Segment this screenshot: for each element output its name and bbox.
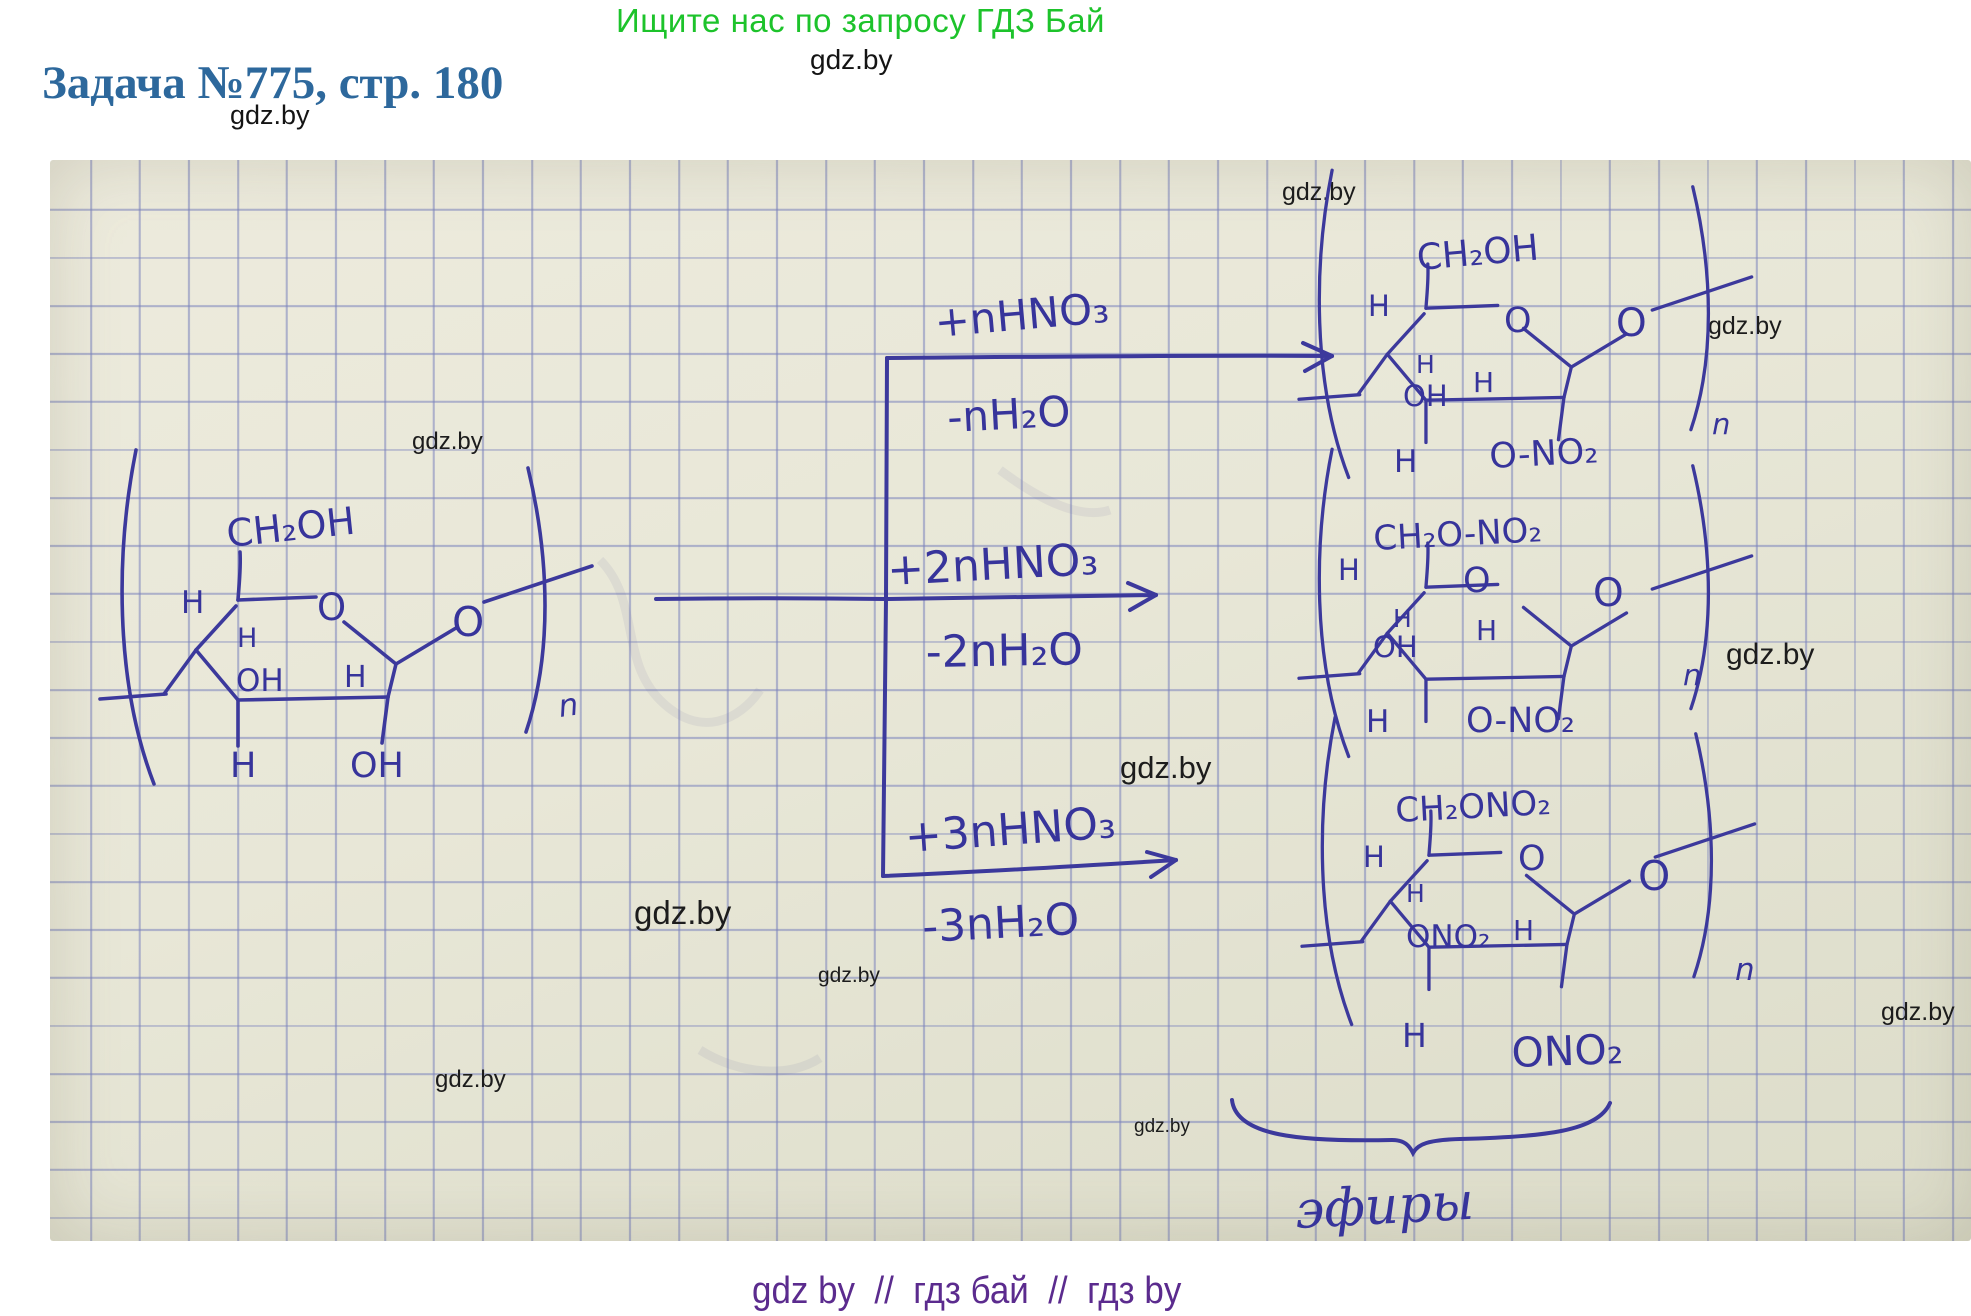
gdz-watermark: gdz.by	[634, 894, 732, 931]
reactant-oh-bottom: OH	[350, 746, 404, 786]
reactant-h-small: H	[237, 623, 257, 654]
gdz-watermark: gdz.by	[230, 100, 310, 130]
product1-oh-mid: OH	[1403, 379, 1448, 413]
reactant-link-oxygen: O	[452, 598, 484, 646]
product1-h-bottom: H	[1394, 444, 1417, 480]
arrow2-reagent-label: +2nHNO₃	[886, 534, 1099, 596]
reaction-arrows	[654, 341, 1334, 879]
product2-h-left: H	[1338, 553, 1360, 587]
product2-ring-oxygen: O	[1463, 561, 1491, 601]
product1-link-oxygen: O	[1616, 301, 1647, 346]
product2-h-right: H	[1476, 614, 1497, 647]
esters-caption: эфиры	[1294, 1172, 1476, 1241]
product2-subscript-n: n	[1683, 658, 1701, 692]
footer-keywords: gdz by // гдз бай // гдз by	[752, 1270, 1182, 1312]
arrow1-reagent-label: +nHNO₃	[933, 283, 1111, 347]
underbrace	[1230, 1098, 1612, 1158]
reactant-h-right: H	[344, 660, 367, 695]
reactant-ch2-label: CH₂OH	[224, 499, 357, 556]
arrow3-reagent-label: +3nHNO₃	[903, 797, 1117, 863]
product1-ring-oxygen: O	[1504, 301, 1532, 341]
product3-link-oxygen: O	[1638, 852, 1670, 900]
product2-nitrate-group: O-NO₂	[1466, 701, 1575, 741]
gdz-watermark: gdz.by	[1726, 638, 1815, 671]
promo-banner-text: Ищите нас по запросу ГДЗ Бай	[616, 2, 1105, 39]
reactant-h-left: H	[181, 585, 204, 621]
notebook-photo	[50, 160, 1971, 1241]
product2-link-oxygen: O	[1593, 571, 1624, 616]
gdz-watermark: gdz.by	[1120, 750, 1212, 785]
product1-h-left: H	[1368, 289, 1390, 323]
product3-ch2-label: CH₂ONO₂	[1394, 783, 1551, 831]
reactant-ring-oxygen: O	[317, 586, 346, 629]
product1-h-small: H	[1416, 350, 1435, 379]
arrow2-byproduct-label: -2nH₂O	[925, 624, 1083, 678]
product2-ch2-label: CH₂O-NO₂	[1372, 510, 1543, 559]
product3-nitrate-mid: ONO₂	[1406, 919, 1490, 955]
reactant-oh-mid: OH	[236, 663, 284, 699]
product2-h-bottom: H	[1366, 704, 1389, 740]
product3-h-small: H	[1406, 879, 1425, 908]
product1-ch2-label: CH₂OH	[1415, 227, 1540, 278]
product1-h-right: H	[1473, 366, 1494, 399]
gdz-watermark: gdz.by	[810, 44, 893, 75]
product3-subscript-n: n	[1735, 952, 1755, 988]
ink-bleedthrough	[596, 466, 1112, 1076]
product3-ring-oxygen: O	[1518, 839, 1546, 879]
product2-oh-mid: OH	[1373, 630, 1418, 664]
gdz-watermark: gdz.by	[1134, 1116, 1190, 1137]
product3-h-bottom: H	[1402, 1016, 1427, 1055]
gdz-watermark: gdz.by	[1282, 178, 1356, 206]
reactant-subscript-n: n	[556, 687, 580, 725]
product3-h-left: H	[1363, 840, 1385, 874]
gdz-watermark: gdz.by	[818, 964, 880, 987]
product1-nitrate-group: O-NO₂	[1488, 431, 1599, 477]
arrow1-byproduct-label: -nH₂O	[946, 387, 1072, 442]
product3-h-right: H	[1513, 914, 1534, 947]
page-title: Задача №775, стр. 180	[42, 57, 504, 109]
reactant-h-bottom: H	[230, 746, 256, 786]
gdz-watermark: gdz.by	[1881, 998, 1955, 1026]
gdz-watermark: gdz.by	[412, 428, 483, 455]
gdz-watermark: gdz.by	[435, 1066, 506, 1093]
product1-subscript-n: n	[1712, 407, 1730, 441]
gdz-watermark: gdz.by	[1708, 312, 1782, 340]
product3-nitrate-group: ONO₂	[1511, 1025, 1624, 1077]
arrow3-byproduct-label: -3nH₂O	[921, 894, 1081, 953]
product2-h-small: H	[1393, 604, 1412, 633]
